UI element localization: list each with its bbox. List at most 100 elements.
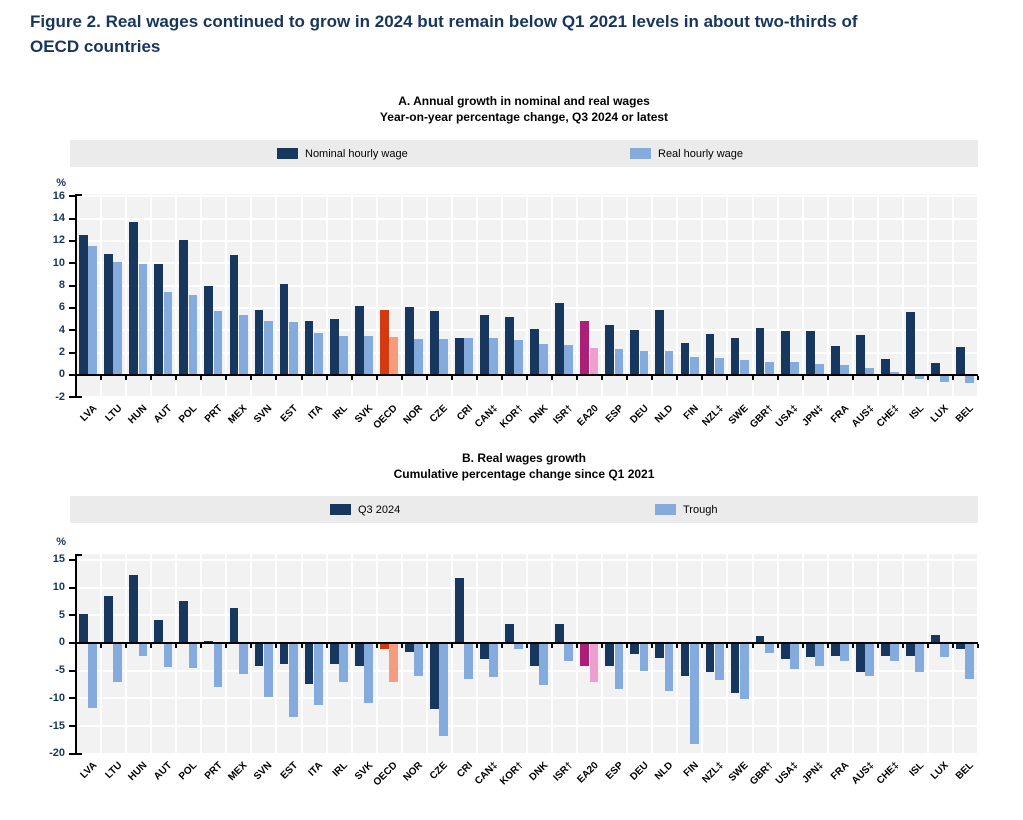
gridline-vertical [400, 194, 403, 398]
bar-trough-CZE [439, 643, 448, 737]
bar-real-hourly-wage-JPN‡ [815, 363, 824, 375]
x-axis-tick [125, 643, 128, 648]
gridline-vertical [425, 554, 428, 755]
bar-trough-SVN [263, 643, 273, 698]
bar-nominal-hourly-wage-NLD [655, 310, 665, 375]
gridline-vertical [450, 194, 453, 398]
x-axis-tick [175, 643, 178, 648]
bar-q3-2024-SVK [354, 643, 364, 666]
bar-nominal-hourly-wage-IRL [329, 319, 339, 375]
bar-nominal-hourly-wage-PRT [204, 285, 214, 375]
x-tick-label-LVA: LVA [78, 760, 100, 781]
x-axis-tick [300, 643, 303, 648]
x-axis-tick [601, 375, 604, 380]
x-tick-label-KOR: KOR† [497, 403, 526, 431]
y-tick-label: 6 [58, 301, 65, 314]
x-axis-tick [951, 375, 954, 380]
bar-real-hourly-wage-PRT [213, 311, 223, 375]
gridline-vertical [500, 554, 503, 755]
x-axis-tick [801, 375, 804, 380]
bar-nominal-hourly-wage-CAN‡ [480, 314, 489, 375]
gridline-vertical [851, 554, 854, 755]
x-tick-label-DNK: DNK [527, 403, 551, 427]
bar-q3-2024-CAN‡ [480, 643, 489, 659]
bar-nominal-hourly-wage-CZE [429, 311, 439, 375]
y-axis-tick [69, 669, 75, 672]
x-axis-tick [425, 643, 428, 648]
x-axis-tick [225, 375, 228, 380]
bar-q3-2024-LUX [931, 634, 940, 643]
bar-trough-HUN [138, 643, 148, 657]
x-axis-tick [651, 375, 654, 380]
y-tick-label: 0 [58, 636, 65, 649]
x-axis-tick [125, 375, 128, 380]
x-axis-tick [526, 375, 528, 380]
gridline-vertical [125, 194, 128, 398]
x-axis-tick [375, 643, 378, 648]
gridline-vertical [701, 554, 704, 755]
legend-swatch-real-hourly-wage [630, 148, 651, 159]
x-axis-tick [977, 375, 979, 380]
y-tick-label: -20 [49, 747, 65, 760]
gridline-vertical [225, 554, 228, 755]
y-tick-label: 2 [58, 346, 65, 359]
legend-label-q3-2024: Q3 2024 [358, 503, 401, 516]
gridline-vertical [475, 194, 478, 398]
bar-trough-GBR† [764, 643, 774, 653]
bar-nominal-hourly-wage-JPN‡ [805, 331, 815, 375]
x-axis-tick [776, 375, 779, 380]
x-axis-tick [325, 643, 328, 648]
bar-nominal-hourly-wage-AUT [154, 264, 164, 375]
bar-real-hourly-wage-BEL [965, 375, 975, 383]
bar-trough-CAN‡ [489, 643, 499, 678]
y-tick-label: 4 [58, 323, 65, 336]
bar-nominal-hourly-wage-SVK [354, 305, 364, 375]
x-tick-label-FIN: FIN [681, 403, 701, 423]
bar-trough-USA‡ [789, 643, 799, 669]
x-axis-tick [676, 375, 679, 380]
y-axis-tick [69, 239, 75, 242]
bar-q3-2024-CZE [429, 643, 439, 709]
bar-q3-2024-CHE‡ [880, 643, 890, 657]
x-tick-label-CHE: CHE‡ [874, 403, 902, 430]
bar-real-hourly-wage-FRA [840, 364, 849, 375]
bar-q3-2024-CRI [455, 578, 464, 643]
gridline-vertical [175, 554, 178, 755]
bar-nominal-hourly-wage-BEL [956, 347, 965, 375]
x-tick-label-EST: EST [278, 760, 300, 782]
gridline-vertical [576, 554, 579, 755]
x-tick-label-ISR: ISR† [551, 403, 576, 427]
bar-trough-BEL [965, 643, 975, 679]
bar-trough-JPN‡ [815, 643, 824, 666]
x-tick-label-DEU: DEU [627, 403, 651, 426]
bar-trough-DNK [539, 643, 549, 685]
x-tick-label-CZE: CZE [428, 403, 451, 425]
gridline-vertical [250, 554, 253, 755]
x-tick-label-EA20: EA20 [574, 760, 601, 786]
bar-real-hourly-wage-ISR† [564, 344, 574, 375]
gridline-vertical [100, 194, 103, 398]
bar-real-hourly-wage-USA‡ [789, 361, 799, 375]
gridline-vertical [400, 554, 403, 755]
bar-real-hourly-wage-HUN [138, 264, 148, 375]
y-axis-bottom-cap [75, 396, 82, 398]
bar-q3-2024-JPN‡ [805, 643, 815, 658]
bar-q3-2024-KOR† [505, 623, 514, 643]
x-tick-label-OECD: OECD [371, 760, 400, 789]
bar-real-hourly-wage-AUT [163, 292, 173, 375]
gridline-vertical [150, 554, 153, 755]
gridline-vertical [626, 194, 629, 398]
y-axis-tick [69, 641, 75, 644]
legend-item-trough: Trough [655, 496, 717, 523]
bar-real-hourly-wage-DNK [539, 343, 549, 375]
panel-a-unit-label: % [56, 177, 66, 189]
bar-trough-FIN [689, 643, 699, 745]
x-axis-tick [551, 375, 554, 380]
gridline-vertical [325, 554, 328, 755]
legend-label-real-hourly-wage: Real hourly wage [658, 147, 743, 160]
bar-real-hourly-wage-NOR [414, 339, 423, 375]
y-axis-tick [69, 373, 75, 376]
x-tick-label-GBR: GBR† [748, 760, 776, 788]
y-axis-tick [69, 329, 75, 332]
bar-q3-2024-POL [179, 600, 189, 643]
